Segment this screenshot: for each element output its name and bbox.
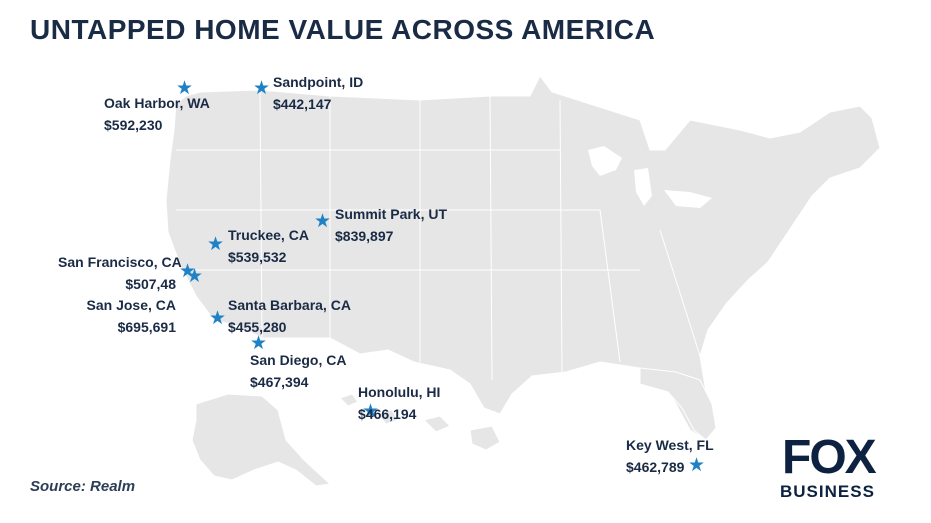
- logo-bottom-text: BUSINESS: [780, 482, 875, 501]
- location-label-summit-park: Summit Park, UT $839,897: [335, 203, 447, 247]
- location-city: Truckee, CA: [228, 227, 309, 243]
- location-city: Summit Park, UT: [335, 206, 448, 222]
- map-title: UNTAPPED HOME VALUE ACROSS AMERICA: [30, 14, 656, 45]
- location-city: San Francisco, CA: [58, 254, 182, 270]
- star-icon: ★: [249, 332, 268, 354]
- alaska-shape: [191, 393, 332, 487]
- location-label-san-diego: San Diego, CA $467,394: [250, 349, 346, 393]
- star-icon: ★: [208, 307, 227, 329]
- location-value: $839,897: [335, 228, 394, 244]
- location-city: San Diego, CA: [250, 352, 347, 368]
- location-label-san-francisco: San Francisco, CA $507,48: [58, 251, 182, 295]
- location-label-key-west: Key West, FL $462,789: [626, 434, 714, 478]
- location-city: Sandpoint, ID: [273, 74, 364, 90]
- location-value: $695,691: [117, 319, 176, 335]
- logo-top-text: FOX: [782, 431, 877, 484]
- star-icon: ★: [252, 77, 271, 99]
- location-label-honolulu: Honolulu, HI $466,194: [358, 381, 440, 425]
- star-icon: ★: [206, 233, 225, 255]
- location-label-sandpoint: Sandpoint, ID $442,147: [273, 71, 363, 115]
- location-value: $462,789: [626, 459, 685, 475]
- location-label-oak-harbor: Oak Harbor, WA $592,230: [104, 92, 210, 136]
- location-city: Santa Barbara, CA: [228, 297, 351, 313]
- star-icon: ★: [178, 260, 197, 282]
- location-value: $592,230: [104, 117, 163, 133]
- great-lakes-shape: [588, 146, 712, 208]
- star-icon: ★: [361, 400, 380, 422]
- location-value: $455,280: [228, 319, 287, 335]
- location-city: San Jose, CA: [86, 297, 176, 313]
- star-icon: ★: [313, 210, 332, 232]
- location-label-santa-barbara: Santa Barbara, CA $455,280: [228, 294, 351, 338]
- contiguous-us-shape: [165, 75, 881, 437]
- star-icon: ★: [185, 265, 204, 287]
- star-icon: ★: [175, 77, 194, 99]
- location-value: $442,147: [273, 96, 332, 112]
- hawaii-shape: [339, 393, 501, 451]
- source-note: Source: Realm: [30, 478, 136, 495]
- location-city: Honolulu, HI: [358, 384, 441, 400]
- location-value: $467,394: [250, 374, 309, 390]
- state-borders: [176, 89, 701, 381]
- location-label-san-jose: San Jose, CA $695,691: [58, 294, 176, 338]
- location-label-truckee: Truckee, CA $539,532: [228, 224, 309, 268]
- fox-business-logo: FOX BUSINESS: [780, 432, 910, 506]
- location-value: $539,532: [228, 249, 287, 265]
- location-city: Key West, FL: [626, 437, 714, 453]
- location-city: Oak Harbor, WA: [104, 95, 210, 111]
- star-icon: ★: [687, 454, 706, 476]
- location-value: $466,194: [358, 406, 417, 422]
- location-value: $507,48: [125, 276, 176, 292]
- florida-shape: [639, 367, 717, 441]
